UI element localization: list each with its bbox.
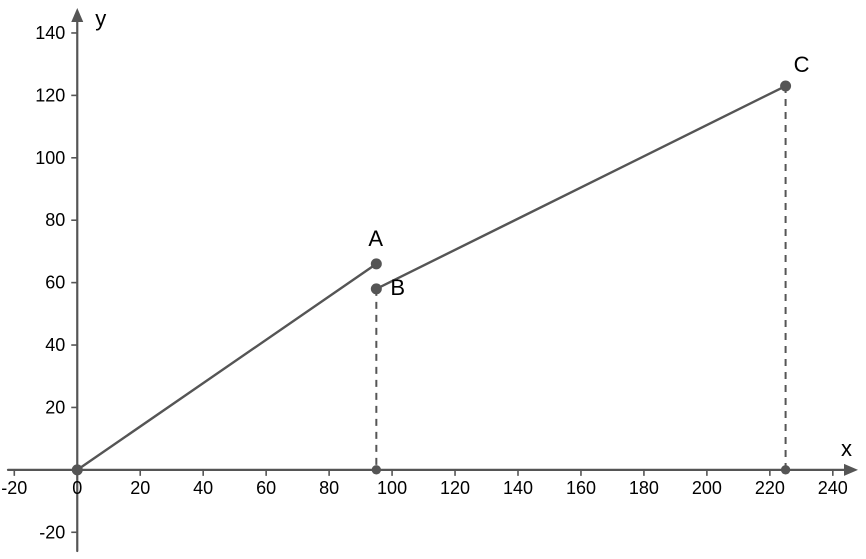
x-tick-label: 60 [256,478,276,498]
y-tick-label: 20 [45,397,65,417]
x-tick-label: 140 [503,478,533,498]
x-tick-label: 0 [72,478,82,498]
data-point [72,464,83,475]
axis-intersection-point [372,465,381,474]
chart-background [0,0,866,559]
x-tick-label: 220 [755,478,785,498]
x-tick-label: 20 [130,478,150,498]
data-point-label: B [390,275,405,300]
data-point [371,258,382,269]
y-tick-label: 60 [45,273,65,293]
chart-canvas: -20 0 20 40 60 80 100 120 140 160 180 200 220 240 -20 2… [0,0,866,559]
y-axis-label: y [95,6,106,31]
y-tick-label: 40 [45,335,65,355]
x-tick-label: 100 [377,478,407,498]
y-tick-label: -20 [39,522,65,542]
x-tick-label: 40 [193,478,213,498]
y-tick-label: 100 [35,148,65,168]
x-tick-label: 80 [319,478,339,498]
x-tick-label: -20 [1,478,27,498]
data-point-label: A [368,226,383,251]
x-tick-label: 180 [629,478,659,498]
x-tick-label: 200 [692,478,722,498]
x-tick-label: 240 [818,478,848,498]
x-axis-label: x [841,436,852,461]
y-tick-label: 120 [35,85,65,105]
y-tick-label: 140 [35,23,65,43]
y-tick-label: 80 [45,210,65,230]
line-chart: -20 0 20 40 60 80 100 120 140 160 180 200 220 240 -20 2… [0,0,866,559]
x-tick-label: 160 [566,478,596,498]
axis-intersection-point [781,465,790,474]
data-point [780,81,791,92]
data-point [371,283,382,294]
data-point-label: C [794,52,810,77]
x-tick-label: 120 [440,478,470,498]
